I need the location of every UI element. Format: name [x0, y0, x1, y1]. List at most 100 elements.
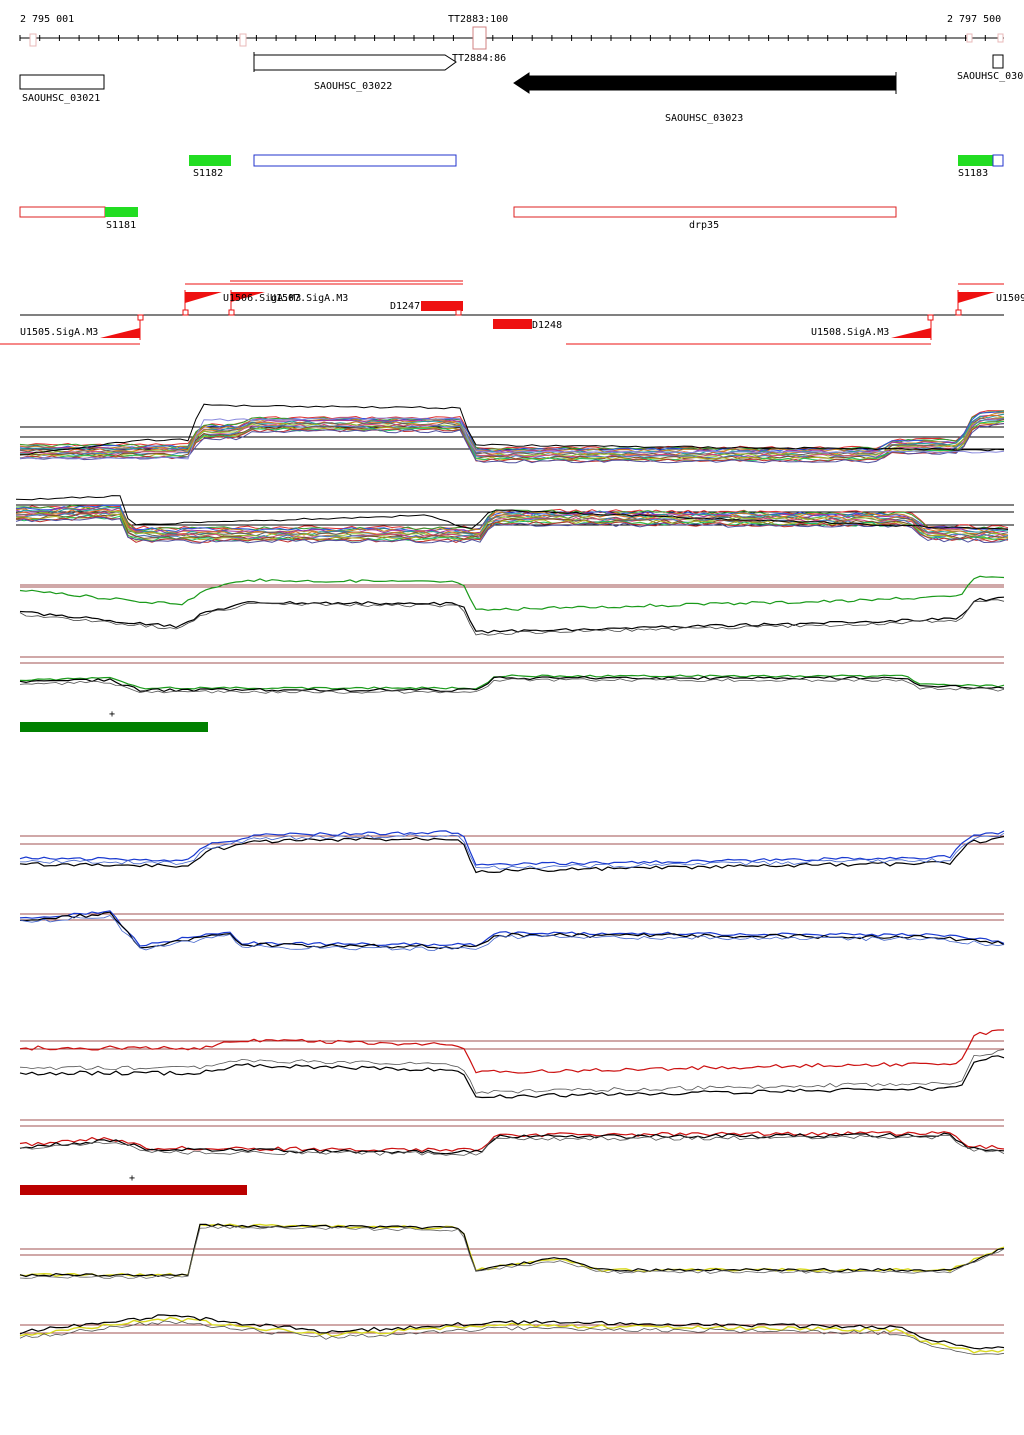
condition-bar-marker: +: [129, 1173, 135, 1184]
condition-bars: + +: [20, 709, 247, 1195]
expression-series-line: [19, 599, 1005, 636]
segment-label: S1181: [106, 220, 136, 231]
tu-label: U1507.SigA.M3: [270, 293, 348, 304]
expression-series-line: [15, 516, 1009, 543]
expression-series-line: [19, 910, 1005, 947]
expression-track-red-2: [19, 1119, 1005, 1156]
expression-series-line: [19, 417, 1004, 456]
expression-series-line: [15, 495, 1009, 530]
ruler-marker: [239, 33, 247, 47]
promoter-marker: [182, 309, 189, 316]
expression-series-line: [20, 403, 1005, 456]
tu-label: D1247: [390, 301, 420, 312]
expression-track-red-1: [19, 1029, 1005, 1099]
expression-series-line: [19, 423, 1005, 464]
expression-series-line: [19, 674, 1005, 690]
promoter-marker: [137, 314, 144, 321]
segment-s1181[interactable]: [105, 207, 138, 217]
expression-series-line: [19, 575, 1005, 611]
expression-series-line: [19, 417, 1005, 460]
expression-series-line: [15, 516, 1009, 544]
promoter-marker: [927, 314, 934, 321]
segment-label: drp35: [689, 220, 719, 231]
condition-bar-green[interactable]: [20, 722, 208, 732]
expression-track-multi-1: [19, 403, 1005, 464]
tu-d1248[interactable]: [493, 319, 532, 329]
condition-bar-red[interactable]: [20, 1185, 247, 1195]
expression-series-line: [19, 835, 1005, 874]
expression-track-green-1: [19, 575, 1005, 636]
ruler-marker: [966, 33, 973, 43]
ruler-marker: [29, 33, 37, 47]
expression-series-line: [19, 1134, 1005, 1156]
tu-label: U1505.SigA.M3: [20, 327, 98, 338]
segment-blue-box[interactable]: [253, 154, 457, 167]
promoter-marker: [955, 309, 962, 316]
promoter-marker: [228, 309, 235, 316]
expression-series-line: [19, 675, 1005, 693]
coordinate-ruler: 2 795 001 2 797 500 TT2883:100: [19, 14, 1004, 50]
expression-series-line: [19, 1029, 1004, 1074]
expression-series-line: [19, 1314, 1005, 1350]
expression-series-line: [19, 1049, 1005, 1094]
expression-series-line: [15, 513, 1009, 541]
expression-track-blue-1: [19, 830, 1005, 874]
expression-series-line: [19, 1132, 1005, 1155]
promoter-triangle[interactable]: [958, 292, 995, 303]
expression-series-line: [19, 1225, 1005, 1279]
expression-tracks: [15, 403, 1014, 1355]
expression-series-line: [19, 915, 1005, 952]
tu-label: U1508.SigA.M3: [811, 327, 889, 338]
expression-series-line: [20, 832, 1005, 870]
segment-track: S1182 S1183 S1181 drp35: [19, 154, 1004, 231]
tu-label: U1509: [996, 293, 1024, 304]
gene-saouhsc-03021[interactable]: [19, 74, 105, 90]
terminator-label-tt2884: TT2884:86: [452, 53, 506, 64]
promoter-triangle[interactable]: [231, 292, 265, 302]
segment-drp35[interactable]: [513, 206, 897, 218]
gene-label: SAOUHSC_030: [957, 71, 1023, 82]
expression-series-line: [19, 418, 1005, 459]
expression-series-line: [19, 419, 1005, 460]
terminator-tt2883-box[interactable]: [472, 26, 487, 50]
segment-s1183[interactable]: [958, 155, 993, 166]
expression-series-line: [19, 410, 1005, 450]
tu-label: D1248: [532, 320, 562, 331]
gene-label: SAOUHSC_03022: [314, 81, 392, 92]
expression-track-blue-2: [19, 910, 1005, 952]
gene-saouhsc-030[interactable]: [992, 54, 1004, 69]
promoter-triangle[interactable]: [100, 328, 140, 338]
promoter-triangle[interactable]: [185, 292, 222, 303]
expression-track-yellow-1: [19, 1223, 1005, 1279]
expression-series-line: [19, 1223, 1005, 1278]
expression-series-line: [19, 1223, 1005, 1278]
segment-label: S1183: [958, 168, 988, 179]
segment-red-box[interactable]: [19, 206, 106, 218]
expression-series-line: [19, 410, 1005, 451]
expression-series-line: [19, 596, 1005, 634]
gene-saouhsc-03023[interactable]: [513, 72, 897, 94]
expression-track-green-2: [19, 656, 1005, 694]
expression-series-line: [19, 678, 1005, 694]
segment-blue-box[interactable]: [992, 154, 1004, 167]
expression-series-line: [19, 1316, 1005, 1354]
tu-track: U1506.SigA.M3 U1507.SigA.M3 D1247 D1248 …: [0, 280, 1024, 345]
segment-s1182[interactable]: [189, 155, 231, 166]
promoter-marker: [455, 309, 462, 316]
expression-track-yellow-2: [19, 1314, 1005, 1355]
expression-track-multi-2: [15, 495, 1014, 544]
expression-series-line: [19, 911, 1005, 950]
segment-label: S1182: [193, 168, 223, 179]
promoter-triangle[interactable]: [891, 328, 931, 338]
start-coordinate: 2 795 001: [20, 14, 74, 25]
expression-series-line: [19, 1055, 1005, 1099]
gene-saouhsc-03022[interactable]: [253, 54, 457, 71]
gene-label: SAOUHSC_03021: [22, 93, 100, 104]
expression-series-line: [19, 830, 1005, 866]
tu-d1247[interactable]: [421, 301, 463, 311]
expression-series-line: [19, 418, 1005, 458]
end-coordinate: 2 797 500: [947, 14, 1001, 25]
terminator-label-tt2883: TT2883:100: [448, 14, 508, 25]
expression-series-line: [19, 1131, 1005, 1153]
